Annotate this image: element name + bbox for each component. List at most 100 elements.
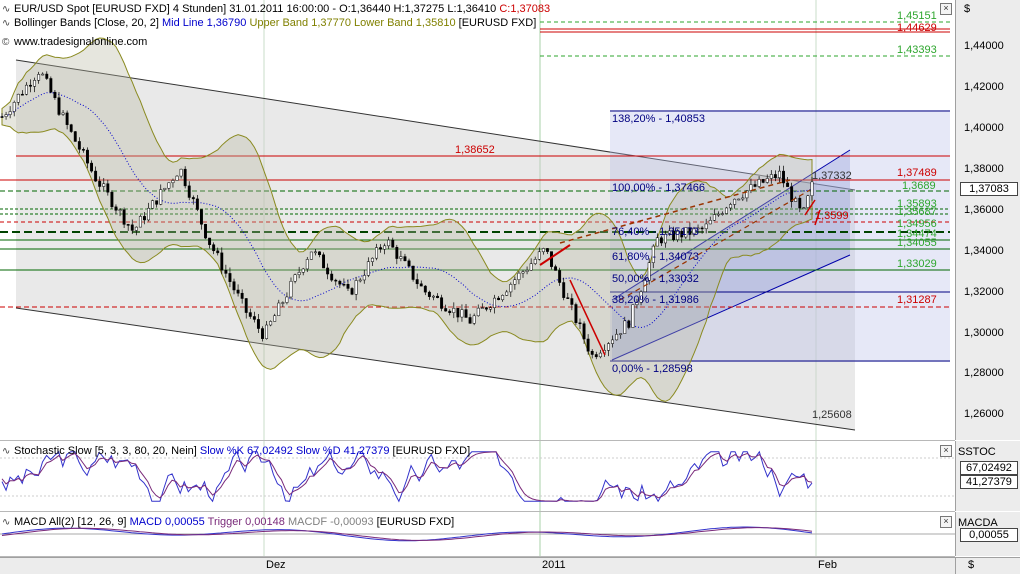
- red-arrow-2: [814, 209, 821, 226]
- candle: [639, 290, 643, 306]
- candle: [456, 307, 460, 323]
- time-axis[interactable]: Dez 2011 Feb: [0, 557, 955, 574]
- candle: [680, 229, 684, 243]
- level-label: 1,3689: [902, 180, 936, 192]
- candle: [118, 208, 122, 217]
- candle: [61, 110, 65, 116]
- candle: [810, 176, 814, 201]
- macd-pane[interactable]: ∿ MACD All(2) [12, 26, 9] MACD 0,00055 Tr…: [0, 512, 955, 557]
- candle: [261, 326, 264, 342]
- bb-mid: Mid Line 1,36790: [161, 17, 247, 29]
- candle: [155, 200, 159, 208]
- candle: [90, 160, 93, 173]
- stoch-axis[interactable]: SSTOC 67,02492 41,27379: [955, 441, 1020, 511]
- close-stoch-button[interactable]: ×: [940, 445, 952, 457]
- bb-suffix: [EURUSD FXD]: [458, 17, 537, 29]
- candle: [199, 209, 203, 230]
- website[interactable]: © www.tradesignalonline.com: [2, 36, 147, 49]
- candle: [765, 174, 769, 184]
- level-label: 1,35687: [897, 206, 937, 218]
- stoch-d: Slow %D 41,27379: [295, 445, 390, 457]
- candle: [594, 351, 598, 360]
- price-tick: 1,28000: [964, 367, 1004, 379]
- close-pane-button[interactable]: ×: [940, 3, 952, 15]
- price-pane[interactable]: ∿ EUR/USD Spot [EURUSD FXD] 4 Stunden] 31…: [0, 0, 955, 441]
- candle: [265, 320, 269, 340]
- candle: [187, 181, 191, 201]
- candle: [590, 349, 594, 359]
- candle: [29, 79, 32, 93]
- time-tick: 2011: [542, 559, 566, 571]
- candle: [73, 131, 77, 142]
- candle: [183, 166, 187, 189]
- candle: [484, 306, 488, 312]
- indicator-icon: ∿: [2, 18, 11, 29]
- close-macd-button[interactable]: ×: [940, 516, 952, 528]
- macd-suffix: [EURUSD FXD]: [376, 516, 455, 528]
- stoch-k: Slow %K 67,02492: [199, 445, 293, 457]
- candle: [110, 190, 114, 210]
- price-tick: 1,30000: [964, 327, 1004, 339]
- candle: [383, 243, 387, 255]
- macd-svg: [0, 512, 955, 556]
- candle: [651, 244, 655, 269]
- bb-band-fill: [1, 37, 813, 402]
- level-label: 1,34474: [897, 228, 937, 240]
- candle: [232, 278, 236, 295]
- candle: [305, 256, 309, 273]
- candle: [379, 244, 382, 253]
- candle: [501, 294, 505, 302]
- level-label: 1,33029: [897, 258, 937, 270]
- candle: [53, 90, 57, 100]
- candle: [313, 249, 317, 256]
- candle: [558, 267, 562, 286]
- level-label: 1,35893: [897, 198, 937, 210]
- macd-axis[interactable]: MACDA 0,00055: [955, 512, 1020, 556]
- candle: [49, 76, 53, 94]
- candle: [521, 270, 525, 278]
- candle: [375, 243, 378, 261]
- candle: [407, 258, 411, 268]
- candle: [647, 258, 651, 285]
- candle: [692, 226, 696, 237]
- candle: [476, 304, 480, 317]
- candle: [806, 194, 810, 209]
- candle: [212, 242, 216, 255]
- price-tick: 1,36000: [964, 204, 1004, 216]
- stochastic-svg: [0, 441, 955, 511]
- candle: [37, 71, 41, 84]
- candle: [464, 303, 468, 318]
- candle: [41, 72, 45, 76]
- candle: [688, 222, 692, 241]
- stochastic-pane[interactable]: ∿ Stochastic Slow [5, 3, 3, 80, 20, Nein]…: [0, 441, 955, 512]
- dollar-small: $: [968, 559, 975, 571]
- candle: [175, 175, 179, 181]
- candle: [293, 273, 297, 284]
- candle: [452, 302, 456, 319]
- candle: [472, 313, 476, 326]
- candle: [12, 100, 16, 117]
- price-axis[interactable]: $ 1,44000 1,42000 1,40000 1,38000 1,3600…: [955, 0, 1020, 440]
- stoch-k-box: 67,02492: [960, 461, 1018, 475]
- candle: [773, 170, 777, 182]
- stoch-axis-title: SSTOC: [958, 446, 996, 458]
- candle: [802, 207, 806, 210]
- candle: [733, 198, 737, 209]
- candle: [582, 321, 586, 344]
- candle: [208, 237, 212, 249]
- candle: [334, 278, 338, 286]
- candle: [362, 269, 366, 284]
- price-tick: 1,34000: [964, 245, 1004, 257]
- candle: [721, 211, 724, 216]
- candle: [729, 202, 733, 211]
- website-text: www.tradesignalonline.com: [14, 36, 148, 48]
- fib-label: 100,00% - 1,37466: [612, 182, 705, 194]
- candle: [684, 227, 688, 239]
- candle: [330, 270, 334, 282]
- candle: [570, 293, 574, 311]
- chart-line-icon: ∿: [2, 4, 11, 15]
- candle: [493, 294, 496, 314]
- candle: [533, 256, 537, 266]
- level-label: 1,38652: [455, 144, 495, 156]
- candle: [57, 92, 61, 116]
